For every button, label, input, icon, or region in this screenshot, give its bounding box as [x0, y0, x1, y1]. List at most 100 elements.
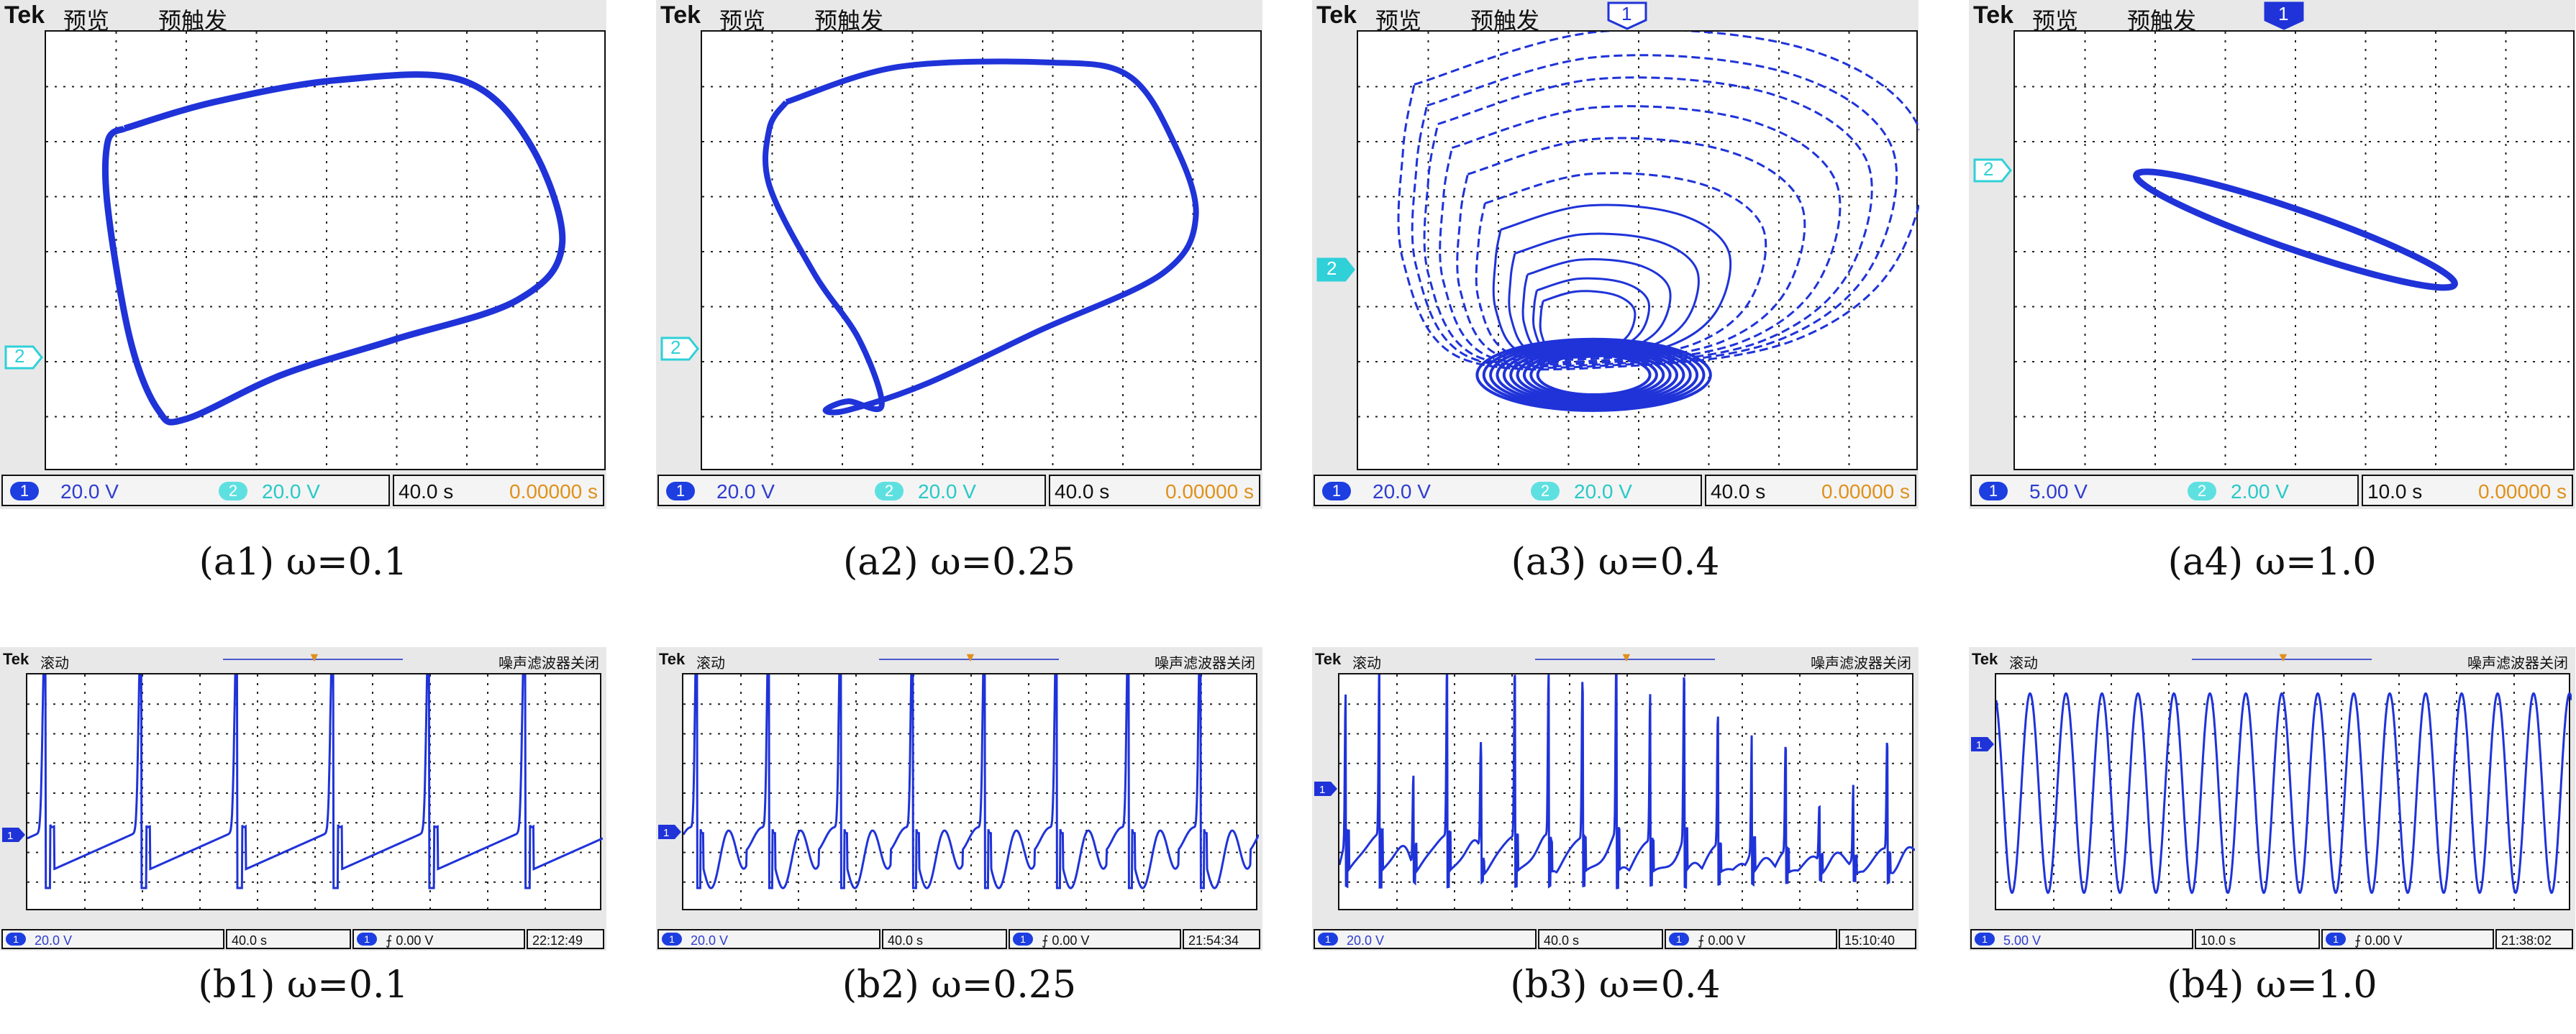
xy-plot-area	[701, 30, 1263, 472]
trajectory-trace	[1529, 352, 1658, 398]
timebase-readout: 40.0 s 0.00000 s	[393, 475, 604, 506]
timebase-readout: 40.0 s 0.00000 s	[1049, 475, 1260, 506]
ch2-badge: 2	[1531, 482, 1560, 500]
trigger-position-bar	[2192, 659, 2372, 660]
channel-readout: 1 20.0 V	[1, 929, 224, 949]
scope-header: Tek 预览 预触发	[1969, 0, 2575, 34]
ch2-scale: 2.00 V	[2231, 480, 2289, 503]
time-panel: Tek 滚动 ▼ 噪声滤波器关闭 1 1 20.0 V 40.0 s 1 ⨍ 0.00 V 21:5…	[656, 647, 1262, 1028]
waveform-trace	[683, 674, 1259, 889]
timebase: 40.0 s	[232, 933, 268, 948]
trajectory-trace	[1509, 347, 1679, 403]
scope-header: Tek 预览 预触发	[0, 0, 606, 34]
scope-footer: 1 20.0 V 40.0 s 1 ⨍ 0.00 V 22:12:49	[0, 929, 606, 949]
trajectory-trace	[1475, 337, 1712, 412]
trigger-time: 0.00000 s	[1165, 480, 1254, 503]
trigger-time: 0.00000 s	[1821, 480, 1910, 503]
ch1-badge: 1	[666, 482, 695, 500]
timebase-readout: 10.0 s 0.00000 s	[2362, 475, 2573, 506]
clock-readout: 22:12:49	[527, 929, 604, 949]
waveform-trace	[1996, 692, 2572, 895]
trajectory-trace	[1502, 344, 1685, 406]
acquisition-mode: 预览	[719, 8, 766, 34]
ch2-level-marker: 2	[660, 337, 699, 365]
trajectory-trace	[1439, 105, 1842, 366]
ch2-scale: 20.0 V	[1574, 480, 1632, 503]
trigger-readout: 1 ⨍ 0.00 V	[1009, 929, 1181, 949]
tek-brand: Tek	[4, 1, 45, 29]
ch1-scale: 20.0 V	[1347, 933, 1385, 948]
trajectory-trace	[1536, 353, 1652, 396]
tek-brand: Tek	[660, 1, 701, 29]
ch1-badge: 1	[6, 933, 26, 946]
timebase: 40.0 s	[1544, 933, 1580, 948]
ch1-badge: 1	[1975, 933, 1995, 946]
trigger-level: ⨍ 0.00 V	[386, 933, 434, 948]
trigger-source-badge: 1	[1669, 933, 1689, 946]
trigger-time: 0.00000 s	[2478, 480, 2567, 503]
xy-plot-svg	[46, 32, 607, 472]
ch1-scale: 20.0 V	[1373, 480, 1431, 503]
clock-time: 21:54:34	[1188, 933, 1239, 948]
time-plot-svg	[683, 674, 1259, 912]
time-plot-svg	[27, 674, 603, 912]
scope-header: Tek 预览 预触发	[1312, 0, 1919, 34]
scope-header: Tek 预览 预触发	[656, 0, 1262, 34]
panel-caption: (b3) ω=0.4	[1510, 964, 1721, 1007]
scope-footer: 1 20.0 V 40.0 s 1 ⨍ 0.00 V 15:10:40	[1312, 929, 1919, 949]
panel-caption: (a4) ω=1.0	[2167, 541, 2377, 584]
ch1-badge: 1	[10, 482, 39, 500]
trigger-position-icon: ▼	[2277, 650, 2290, 664]
time-plot-area	[26, 673, 603, 912]
noise-filter-status: 噪声滤波器关闭	[1155, 656, 1255, 672]
timebase-readout: 40.0 s	[1538, 929, 1663, 949]
panel-caption: (a3) ω=0.4	[1511, 541, 1720, 584]
noise-filter-status: 噪声滤波器关闭	[499, 656, 599, 672]
ch2-scale: 20.0 V	[918, 480, 976, 503]
ch1-scale: 20.0 V	[691, 933, 729, 948]
timebase: 40.0 s	[888, 933, 924, 948]
ch1-level-marker: 1	[1314, 781, 1338, 800]
time-plot-area	[1338, 673, 1915, 912]
ch1-scale: 20.0 V	[716, 480, 775, 503]
timebase: 40.0 s	[1711, 480, 1766, 503]
xy-plot-svg	[702, 32, 1263, 472]
timebase-readout: 40.0 s	[226, 929, 351, 949]
time-panel: Tek 滚动 ▼ 噪声滤波器关闭 1 1 5.00 V 10.0 s 1 ⨍ 0.00 V 21:3…	[1969, 647, 2575, 1028]
trajectory-trace	[1489, 341, 1699, 409]
acquisition-mode: 滚动	[40, 656, 69, 672]
channel-readout: 1 20.0 V 2 20.0 V	[657, 475, 1046, 506]
scope-header: Tek 滚动 ▼ 噪声滤波器关闭	[1312, 647, 1919, 676]
scope-screen: Tek 预览 预触发 2 1 20.0 V 2 20.0 V 40.0 s 0.00000 s	[0, 0, 607, 509]
svg-text:1: 1	[1319, 784, 1325, 796]
scope-footer: 1 5.00 V 2 2.00 V 10.0 s 0.00000 s	[1969, 475, 2575, 506]
noise-filter-status: 噪声滤波器关闭	[2467, 656, 2568, 672]
ch1-level-marker: 1	[657, 824, 682, 843]
panel-caption: (b2) ω=0.25	[842, 964, 1077, 1007]
time-plot-svg	[1339, 674, 1915, 912]
svg-text:1: 1	[7, 830, 13, 842]
ch2-level-marker: 2	[4, 345, 43, 373]
time-plot-area	[1995, 673, 2572, 912]
clock-readout: 21:54:34	[1183, 929, 1260, 949]
svg-text:1: 1	[663, 827, 669, 839]
ch1-scale: 20.0 V	[35, 933, 73, 948]
acquisition-mode: 滚动	[2009, 656, 2038, 672]
tek-brand: Tek	[659, 650, 686, 668]
ch2-level-marker: 2	[1316, 257, 1355, 285]
scope-header: Tek 滚动 ▼ 噪声滤波器关闭	[1969, 647, 2575, 676]
ch2-badge: 2	[875, 482, 904, 500]
ch1-badge: 1	[1322, 482, 1351, 500]
scope-screen: Tek 预览 预触发 2 1 20.0 V 2 20.0 V 40.0 s 0.00000 s	[656, 0, 1263, 509]
trajectory-trace	[1456, 137, 1806, 364]
ch2-badge: 2	[219, 482, 247, 500]
trigger-readout: 1 ⨍ 0.00 V	[352, 929, 525, 949]
channel-readout: 1 20.0 V	[1314, 929, 1537, 949]
scope-screen: Tek 滚动 ▼ 噪声滤波器关闭 1 1 5.00 V 10.0 s 1 ⨍ 0.00 V 21:3…	[1969, 647, 2575, 951]
trigger-position-bar	[1535, 659, 1715, 660]
ch1-level-marker: 1	[1970, 736, 1995, 756]
scope-footer: 1 5.00 V 10.0 s 1 ⨍ 0.00 V 21:38:02	[1969, 929, 2575, 949]
ch1-scale: 20.0 V	[60, 480, 119, 503]
phase-panel: Tek 预览 预触发 2 1 1 20.0 V 2 20.0 V 40.0 s 0.00000 s (…	[1312, 0, 1919, 584]
trajectory-trace	[1496, 343, 1692, 407]
